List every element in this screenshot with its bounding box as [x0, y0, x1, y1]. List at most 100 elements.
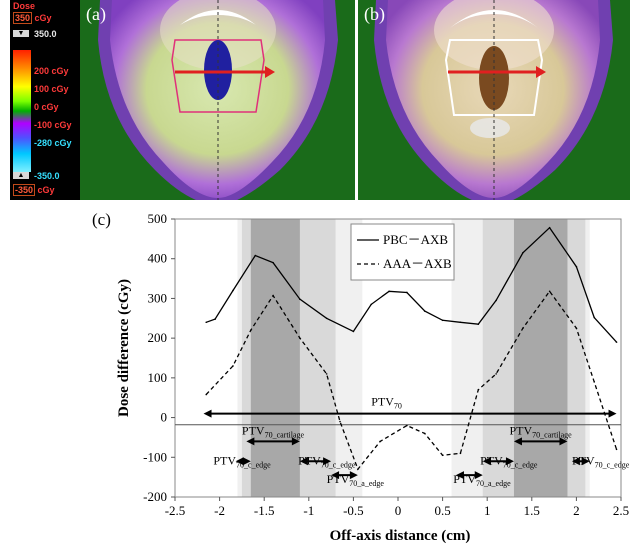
series-0-point	[423, 310, 426, 312]
y-tick-label: -100	[143, 449, 167, 464]
series-1-point	[272, 294, 274, 297]
series-1-point	[548, 290, 551, 293]
series-0-point	[548, 226, 551, 229]
scale-top-box[interactable]: 350	[13, 12, 33, 24]
y-tick-label: 500	[148, 211, 168, 226]
ptv-arrowhead-left-icon	[299, 457, 308, 466]
ptv-arrowhead-left-icon	[246, 437, 255, 446]
x-tick-label: -1.5	[254, 503, 275, 518]
series-1-point	[379, 440, 381, 443]
scale-bottom-value: -350 cGy	[13, 184, 55, 196]
series-0-point	[370, 303, 373, 306]
ptv-arrowhead-right-icon	[505, 457, 514, 466]
ptv-band-5	[513, 219, 568, 497]
ptv-band-layer	[237, 219, 590, 497]
chart-legend: PBC－AXB AAA－AXB	[350, 223, 455, 281]
series-1-point	[205, 393, 208, 396]
panel-b-label: (b)	[364, 4, 385, 24]
series-1-point	[441, 454, 444, 457]
legend-box	[350, 223, 455, 281]
series-1-point	[575, 327, 578, 330]
ptv-label-2: PTV70_c_edge	[213, 453, 271, 469]
ct-image-b	[374, 0, 613, 200]
x-tick-label: -0.5	[343, 503, 364, 518]
series-1-point	[250, 329, 252, 331]
series-1-point	[339, 420, 341, 423]
legend-label-0: PBC－AXB	[383, 232, 448, 247]
x-tick-label: 0.5	[434, 503, 450, 518]
series-0-point	[593, 316, 596, 319]
red-arrowhead-b-icon	[536, 66, 546, 78]
airway-a	[204, 40, 232, 100]
series-0-point	[272, 261, 274, 264]
scale-level-100: 100 cGy	[34, 84, 69, 94]
y-tick-label: 100	[148, 370, 168, 385]
series-line-1	[205, 290, 618, 471]
series-0-point	[477, 323, 480, 326]
axes-layer: 500 400 300 200 100 0 -100 -200-2.5 -2 -1.5 -1 -0.5…	[143, 211, 629, 518]
y-tick-label: -200	[143, 489, 167, 504]
series-0-point	[388, 290, 390, 293]
scale-level-0: 0 cGy	[34, 102, 59, 112]
x-tick-label: 0	[395, 503, 402, 518]
scale-down-arrow-icon[interactable]: ▲	[13, 172, 29, 179]
red-arrowhead-a-icon	[265, 66, 275, 78]
bone-arc-a	[180, 10, 256, 25]
ptv-arrowhead-right-icon	[474, 471, 483, 480]
x-tick-label: -1	[303, 503, 314, 518]
ptv-arrowhead-right-icon	[581, 457, 590, 466]
chart-panel-label: (c)	[92, 210, 111, 229]
series-0-point	[459, 321, 462, 324]
ptv-arrowhead-right-icon	[291, 437, 300, 446]
series-0-point	[352, 330, 355, 333]
series-0-point	[406, 291, 408, 294]
panel-a-label: (a)	[86, 4, 106, 24]
ptv-band-2	[250, 219, 300, 497]
ptv-arrowhead-right-icon	[349, 471, 358, 480]
y-tick-label: 400	[148, 251, 168, 266]
series-0-point	[325, 317, 328, 320]
mandible-region-b	[434, 0, 554, 70]
legend-label-1: AAA－AXB	[383, 256, 452, 271]
ptv-label-4: PTV70_a_edge	[327, 472, 385, 488]
scale-up-arrow-icon[interactable]: ▼	[13, 30, 29, 37]
ptv-arrowhead-left-icon	[482, 457, 491, 466]
series-0-point	[214, 318, 216, 320]
ptv-arrowhead-left-icon	[235, 457, 244, 466]
ptv-label-8: PTV70_c_edge	[572, 453, 630, 469]
scale-min-label: -350.0	[34, 171, 60, 181]
y-axis-title: Dose difference (cGy)	[116, 279, 132, 417]
ct-dose-panel-b: (b)	[358, 0, 630, 200]
series-1-point	[357, 468, 359, 471]
ptv-arrowhead-right-icon	[323, 457, 332, 466]
scale-level-neg280: -280 cGy	[34, 138, 72, 148]
series-0-point	[575, 265, 578, 268]
ptv-arrowhead-right-icon	[242, 457, 251, 466]
x-tick-label: 1	[484, 503, 491, 518]
ptv-label-5: PTV70_c_edge	[480, 453, 538, 469]
scale-level-200: 200 cGy	[34, 66, 69, 76]
series-1-point	[477, 388, 480, 391]
series-0-point	[254, 254, 257, 257]
series-0-point	[205, 321, 208, 324]
ptv-arrowhead-left-icon	[455, 471, 464, 480]
y-tick-label: 0	[161, 410, 168, 425]
bone-arc-b	[450, 10, 538, 28]
scale-gradient	[13, 50, 31, 172]
ptv-label-7: PTV70_cartilage	[510, 424, 573, 440]
scale-bottom-box[interactable]: -350	[13, 184, 36, 196]
series-0-point	[615, 341, 618, 343]
x-axis-title: Off-axis distance (cm)	[330, 528, 471, 544]
series-0-point	[522, 251, 524, 254]
ct-dose-panel-a: (a)	[80, 0, 355, 200]
series-1-point	[325, 373, 328, 375]
series-layer	[205, 226, 618, 471]
series-1-point	[459, 452, 462, 455]
ct-image-a	[98, 0, 338, 200]
ptv-label-3: PTV70_c_edge	[298, 453, 356, 469]
series-1-point	[232, 365, 234, 367]
bright-spot-b	[470, 118, 510, 138]
ptv-label-1: PTV70_cartilage	[242, 424, 305, 440]
scale-max-label: 350.0	[34, 29, 57, 39]
x-tick-label: 1.5	[524, 503, 540, 518]
